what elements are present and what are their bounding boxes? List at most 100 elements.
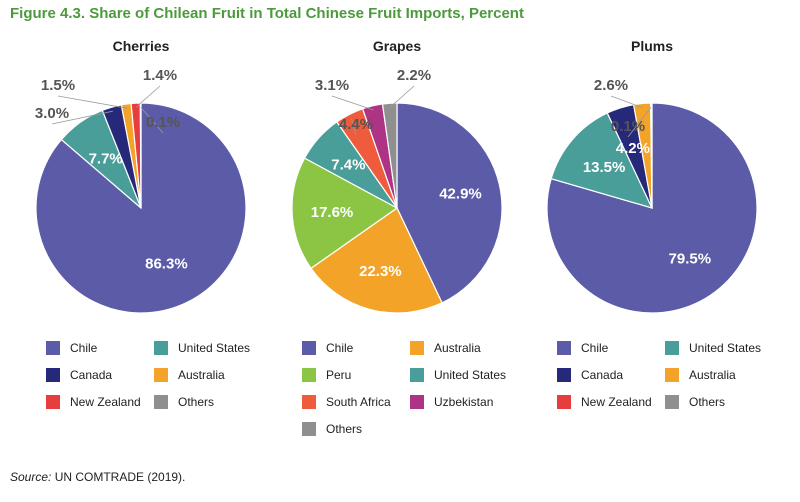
data-label-cherries-australia: 1.5% — [41, 77, 75, 94]
legend-label: United States — [178, 341, 251, 355]
legend-swatch — [154, 368, 168, 382]
legend-item-plums-chile: Chile — [557, 340, 608, 356]
legend-label: Others — [178, 395, 215, 409]
pie-slice-grapes-peru — [291, 157, 399, 270]
legend-label: Peru — [326, 368, 352, 382]
legend-item-cherries-chile: Chile — [46, 340, 97, 356]
data-label-grapes-chile: 42.9% — [439, 186, 482, 203]
data-label-plums-new-zealand: 0.1% — [611, 118, 645, 135]
legend-swatch — [154, 395, 168, 409]
pie-slice-grapes-chile — [396, 102, 503, 304]
leader-line-cherries-others — [140, 106, 164, 134]
legend-swatch — [154, 341, 168, 355]
legend-label: New Zealand — [581, 395, 652, 409]
legend-label: Others — [689, 395, 726, 409]
legend-item-grapes-australia: Australia — [410, 340, 481, 356]
pie-slice-grapes-others — [381, 102, 398, 209]
leader-line-plums-new-zealand — [627, 106, 652, 138]
chart-title-grapes: Grapes — [372, 38, 422, 54]
pie-slice-cherries-others — [139, 102, 142, 209]
pie-cherries: 86.3% 7.7% 3.0% 1.5% 1.4% 0.1% — [35, 67, 247, 314]
data-label-cherries-chile: 86.3% — [145, 255, 188, 272]
data-label-grapes-uzbekistan: 3.1% — [315, 77, 349, 94]
legend-item-grapes-uzbekistan: Uzbekistan — [410, 394, 493, 410]
legend-label: Australia — [689, 368, 736, 382]
legend-item-plums-united-states: United States — [665, 340, 761, 356]
data-label-cherries-others: 0.1% — [146, 114, 180, 131]
chart-title-cherries: Cherries — [112, 38, 170, 54]
legend-swatch — [665, 341, 679, 355]
legend-item-grapes-others: Others — [302, 421, 362, 437]
data-label-grapes-south-africa: 4.4% — [339, 116, 373, 133]
data-label-grapes-united-states: 7.4% — [331, 157, 365, 174]
legend-label: Canada — [581, 368, 624, 382]
legend-label: New Zealand — [70, 395, 141, 409]
legend-swatch — [557, 395, 571, 409]
legend-item-grapes-peru: Peru — [302, 367, 351, 383]
source-label: Source: — [10, 470, 52, 484]
legend-label: Australia — [434, 341, 481, 355]
pie-charts: 86.3% 7.7% 3.0% 1.5% 1.4% 0.1% 42.9% 22.3% 17.6%… — [35, 67, 758, 314]
legend-label: Chile — [581, 341, 609, 355]
source-text: UN COMTRADE (2019). — [51, 470, 186, 484]
data-label-plums-chile: 79.5% — [669, 250, 712, 267]
legend-label: United States — [434, 368, 507, 382]
legend-item-cherries-canada: Canada — [46, 367, 112, 383]
figure-title: Figure 4.3. Share of Chilean Fruit in To… — [10, 5, 524, 22]
legend-swatch — [665, 368, 679, 382]
source-note: Source: UN COMTRADE (2019). — [10, 470, 185, 484]
leader-line-plums-australia — [610, 95, 643, 109]
legend-label: Others — [326, 422, 363, 436]
legend-swatch — [302, 422, 316, 436]
legend-swatch — [410, 341, 424, 355]
legend-swatch — [302, 395, 316, 409]
leader-line-cherries-australia — [57, 95, 127, 109]
leader-line-cherries-canada — [51, 110, 113, 125]
legend-item-cherries-australia: Australia — [154, 367, 225, 383]
legend-label: Uzbekistan — [434, 395, 494, 409]
legend-label: Chile — [70, 341, 98, 355]
legend-grapes: Chile Australia Peru United States South Afr… — [302, 340, 562, 450]
legend-label: Canada — [70, 368, 113, 382]
data-label-grapes-australia: 22.3% — [359, 263, 402, 280]
leader-line-cherries-new-zealand — [135, 85, 161, 108]
legend-swatch — [46, 341, 60, 355]
legend-swatch — [410, 395, 424, 409]
legend-swatch — [557, 368, 571, 382]
legend-plums: Chile United States Canada Australia New Zea… — [557, 340, 800, 450]
legend-swatch — [665, 395, 679, 409]
legend-item-plums-others: Others — [665, 394, 725, 410]
legend-label: South Africa — [326, 395, 391, 409]
pie-slice-grapes-australia — [310, 207, 443, 314]
legend-swatch — [302, 368, 316, 382]
legend-swatch — [302, 341, 316, 355]
data-label-cherries-canada: 3.0% — [35, 105, 69, 122]
legend-swatch — [46, 368, 60, 382]
legend-item-plums-canada: Canada — [557, 367, 623, 383]
pie-plums: 79.5% 13.5% 4.2% 2.6% 0.1% — [546, 77, 758, 314]
pie-slice-plums-others — [650, 102, 653, 209]
legend-swatch — [46, 395, 60, 409]
legend-item-plums-australia: Australia — [665, 367, 736, 383]
legend-item-cherries-new-zealand: New Zealand — [46, 394, 141, 410]
legend-cherries: Chile United States Canada Australia New Zea… — [46, 340, 306, 450]
legend-label: Chile — [326, 341, 354, 355]
data-label-plums-united-states: 13.5% — [583, 159, 626, 176]
data-label-grapes-others: 2.2% — [397, 67, 431, 84]
legend-item-grapes-chile: Chile — [302, 340, 353, 356]
legend-item-grapes-united-states: United States — [410, 367, 506, 383]
data-label-cherries-united-states: 7.7% — [89, 150, 123, 167]
leader-line-grapes-others — [389, 85, 415, 108]
legend-swatch — [410, 368, 424, 382]
leader-line-grapes-uzbekistan — [331, 95, 374, 111]
legend-item-grapes-south-africa: South Africa — [302, 394, 391, 410]
data-label-plums-australia: 2.6% — [594, 77, 628, 94]
legend-item-plums-new-zealand: New Zealand — [557, 394, 652, 410]
legend-label: Australia — [178, 368, 225, 382]
legend-item-cherries-united-states: United States — [154, 340, 250, 356]
pie-slice-plums-united-states — [550, 112, 654, 209]
data-label-plums-canada: 4.2% — [616, 140, 650, 157]
data-label-grapes-peru: 17.6% — [311, 204, 354, 221]
data-label-cherries-new-zealand: 1.4% — [143, 67, 177, 84]
legend-swatch — [557, 341, 571, 355]
